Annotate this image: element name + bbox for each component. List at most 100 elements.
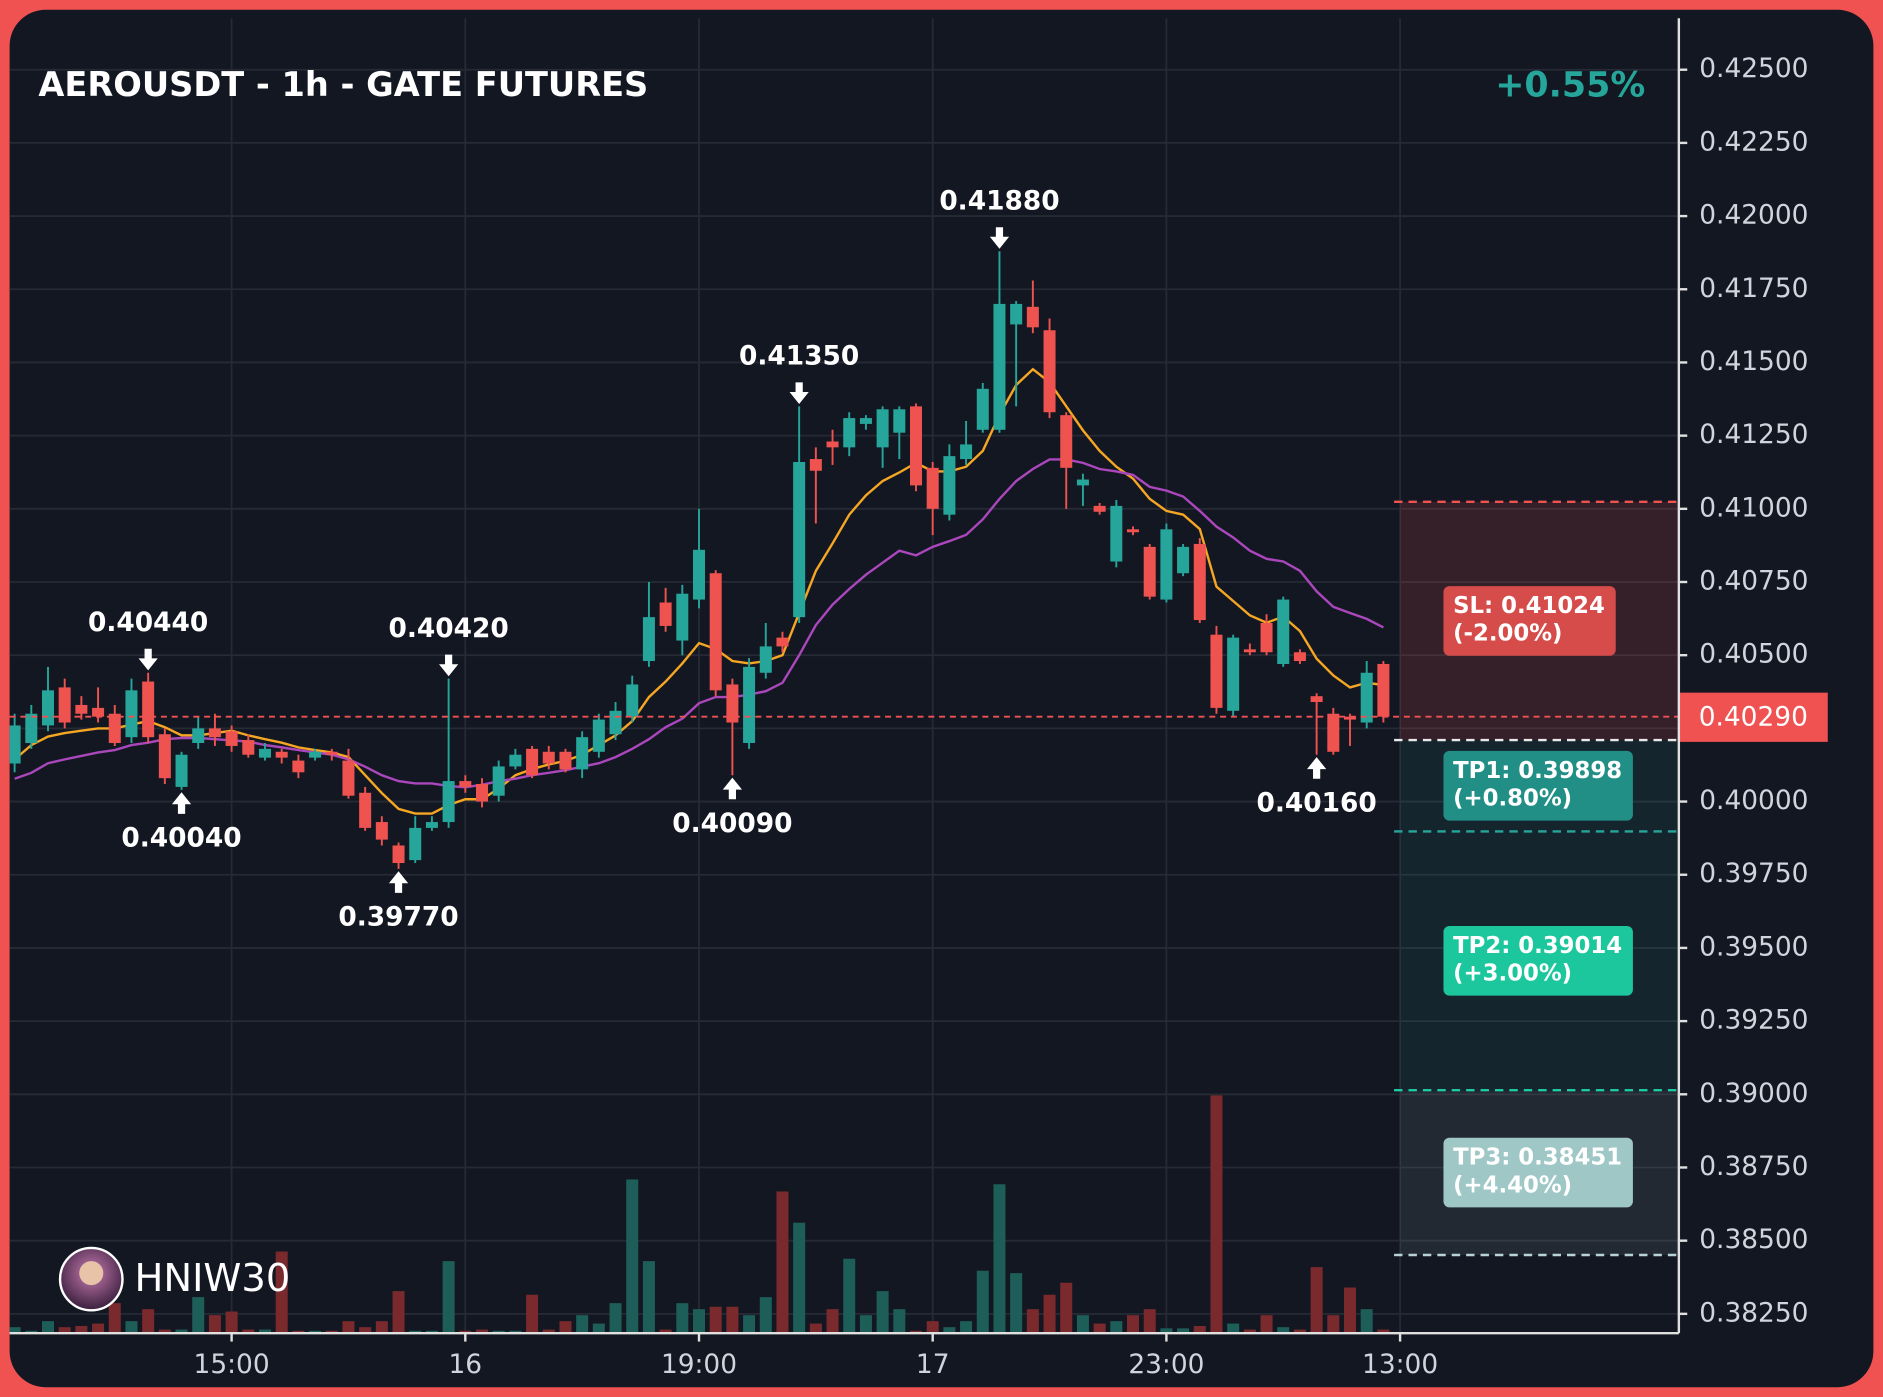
candle-body bbox=[1344, 716, 1357, 720]
volume-bar bbox=[659, 1329, 672, 1334]
volume-bar bbox=[1160, 1328, 1173, 1334]
annotation-label: 0.40420 bbox=[388, 613, 508, 644]
candle-body bbox=[943, 456, 956, 515]
y-tick-label: 0.41500 bbox=[1699, 346, 1808, 377]
candle-body bbox=[1110, 505, 1123, 562]
y-tick-label: 0.41250 bbox=[1699, 419, 1808, 450]
volume-bar bbox=[41, 1321, 55, 1334]
candle-body bbox=[726, 684, 739, 723]
volume-bar bbox=[1010, 1273, 1023, 1334]
candle-body bbox=[292, 760, 305, 773]
arrow-up bbox=[388, 871, 409, 893]
level-box bbox=[1443, 925, 1633, 996]
volume-bar bbox=[759, 1297, 772, 1334]
volume-bar bbox=[1193, 1325, 1206, 1334]
annotation-label: 0.40160 bbox=[1256, 787, 1376, 818]
y-tick-label: 0.42250 bbox=[1699, 126, 1808, 157]
volume-bar bbox=[375, 1321, 388, 1334]
x-tick-label: 17 bbox=[916, 1349, 950, 1380]
volume-bar bbox=[192, 1297, 205, 1334]
candle-body bbox=[359, 792, 372, 828]
candle-body bbox=[1010, 303, 1023, 325]
volume-bar bbox=[609, 1303, 622, 1334]
candle-body bbox=[509, 754, 522, 767]
volume-bar bbox=[576, 1315, 589, 1334]
volume-bar bbox=[1060, 1282, 1073, 1334]
volume-bar bbox=[1360, 1309, 1373, 1334]
arrow-down bbox=[789, 382, 809, 404]
avatar-face bbox=[79, 1261, 104, 1286]
panel bbox=[9, 9, 1874, 1388]
candle-body bbox=[793, 461, 806, 618]
volume-bar bbox=[392, 1291, 405, 1334]
y-tick-label: 0.41750 bbox=[1699, 273, 1808, 304]
candle-body bbox=[592, 719, 605, 752]
volume-bar bbox=[75, 1325, 88, 1334]
volume-bar bbox=[943, 1327, 956, 1334]
candle-body bbox=[158, 734, 171, 779]
chart-title: AEROUSDT - 1h - GATE FUTURES bbox=[38, 65, 648, 104]
level-box bbox=[1443, 1137, 1633, 1208]
volume-bar bbox=[108, 1303, 121, 1334]
candle-body bbox=[425, 822, 438, 828]
volume-bar bbox=[859, 1315, 872, 1334]
last-price-label: 0.40290 bbox=[1699, 701, 1808, 732]
volume-bar bbox=[893, 1309, 906, 1334]
volume-bar bbox=[926, 1321, 939, 1334]
candle-body bbox=[926, 467, 939, 509]
candle-body bbox=[1227, 637, 1240, 711]
candle-body bbox=[192, 728, 205, 744]
volume-bar bbox=[275, 1251, 288, 1334]
volume-bar bbox=[626, 1179, 639, 1334]
candle-body bbox=[859, 418, 872, 424]
candle-body bbox=[1243, 649, 1256, 653]
candle-body bbox=[826, 441, 839, 448]
y-tick-label: 0.38250 bbox=[1699, 1297, 1808, 1328]
arrow-up bbox=[1307, 757, 1327, 779]
volume-bar bbox=[809, 1323, 822, 1334]
level-box bbox=[1443, 586, 1616, 656]
y-tick-label: 0.38500 bbox=[1699, 1224, 1808, 1255]
volume-bar bbox=[1093, 1323, 1106, 1334]
candle-body bbox=[342, 760, 355, 796]
candle-body bbox=[609, 710, 622, 735]
candle-body bbox=[108, 713, 121, 744]
candle-body bbox=[1293, 652, 1306, 662]
candle-body bbox=[759, 646, 772, 673]
volume-bar bbox=[776, 1191, 789, 1334]
annotation-label: 0.40440 bbox=[88, 607, 208, 638]
volume-bar bbox=[542, 1329, 555, 1334]
volume-bar bbox=[208, 1315, 221, 1334]
volume-bar bbox=[1177, 1328, 1190, 1334]
arrow-up bbox=[722, 777, 742, 800]
volume-bar bbox=[976, 1270, 989, 1334]
volume-bar bbox=[993, 1184, 1006, 1334]
candle-body bbox=[92, 707, 105, 717]
annotation-label: 0.39770 bbox=[338, 902, 458, 933]
volume-bar bbox=[1277, 1327, 1290, 1334]
candle-body bbox=[142, 681, 155, 738]
candle-body bbox=[258, 748, 272, 758]
candle-body bbox=[843, 418, 856, 448]
arrow-down bbox=[439, 654, 459, 677]
candle-body bbox=[442, 781, 455, 823]
candle-body bbox=[709, 573, 722, 691]
candle-body bbox=[1076, 479, 1089, 486]
volume-bar bbox=[125, 1321, 138, 1334]
arrow-up bbox=[171, 792, 192, 814]
annotation-label: 0.40090 bbox=[672, 808, 792, 839]
candle-body bbox=[876, 409, 889, 448]
candles bbox=[9, 251, 1390, 869]
change: +0.55% bbox=[1495, 66, 1645, 106]
candle-body bbox=[960, 444, 973, 460]
volume-bar bbox=[1143, 1309, 1156, 1334]
volume-bar bbox=[709, 1306, 722, 1334]
candle-body bbox=[475, 783, 489, 802]
volume-bar bbox=[1260, 1315, 1273, 1334]
x-tick-label: 15:00 bbox=[194, 1349, 270, 1380]
volume-bar bbox=[1327, 1315, 1340, 1334]
volume-bar bbox=[175, 1329, 188, 1334]
watermark: HNIW30 bbox=[135, 1256, 291, 1301]
candle-body bbox=[1327, 713, 1340, 752]
